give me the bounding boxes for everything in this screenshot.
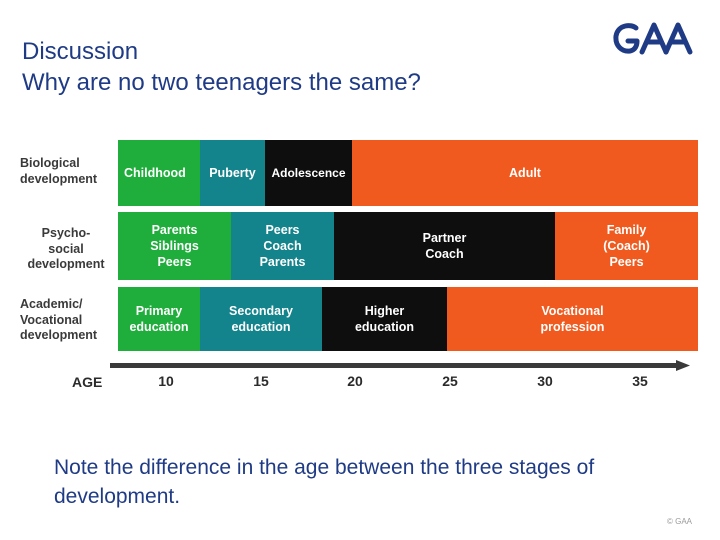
age-tick-label: 25	[442, 373, 458, 389]
stage-segment: Vocational profession	[447, 287, 698, 351]
age-tick-label: 35	[632, 373, 648, 389]
row-label-1: Biological development	[20, 156, 98, 186]
slide-title: Discussion Why are no two teenagers the …	[22, 36, 421, 98]
title-line-2: Why are no two teenagers the same?	[22, 69, 421, 96]
copyright-text: © GAA	[666, 517, 692, 526]
row-label-3: Academic/ Vocational development	[20, 297, 98, 342]
age-tick-label: 30	[537, 373, 553, 389]
age-tick-label: 15	[253, 373, 269, 389]
age-tick-label: 10	[158, 373, 174, 389]
stage-segment: Primary education	[118, 287, 200, 351]
stage-segment: Childhood	[118, 140, 200, 206]
stage-segment: Parents Siblings Peers	[118, 212, 231, 280]
age-axis-arrow	[110, 360, 690, 371]
age-axis-label: AGE	[72, 374, 103, 390]
stage-segment: Puberty	[200, 140, 265, 206]
stage-segment: Adult	[352, 140, 698, 206]
stage-segment: Higher education	[322, 287, 447, 351]
gaa-logo-icon	[613, 22, 693, 55]
row-label-2: Psycho- social development	[27, 226, 105, 271]
stage-segment: Secondary education	[200, 287, 322, 351]
gaa-logo	[612, 20, 696, 56]
age-tick-label: 20	[347, 373, 363, 389]
stage-segment: Family (Coach) Peers	[555, 212, 698, 280]
title-line-1: Discussion	[22, 38, 139, 65]
stage-segment: Partner Coach	[334, 212, 555, 280]
stage-segment: Adolescence	[265, 140, 352, 206]
note-text: Note the difference in the age between t…	[54, 456, 595, 508]
stage-segment: Peers Coach Parents	[231, 212, 334, 280]
